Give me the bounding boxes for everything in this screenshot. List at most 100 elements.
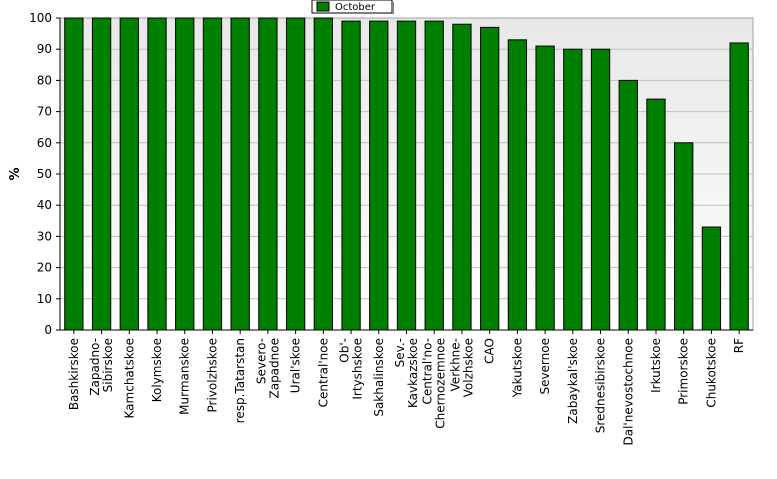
x-tick-label: Severnoe xyxy=(538,338,552,395)
x-tick-label-line: Srednesibirskoe xyxy=(594,338,608,433)
y-tick-label: 60 xyxy=(37,136,52,150)
bar xyxy=(230,17,250,331)
legend-label: October xyxy=(335,2,376,13)
y-tick-label: 70 xyxy=(37,105,52,119)
x-tick-label: Kolymskoe xyxy=(150,338,164,402)
x-tick-label: Ob'- Irtyshskoe xyxy=(338,338,365,400)
x-tick-label-line: Severnoe xyxy=(538,338,552,395)
x-tick-label-line: Ural'skoe xyxy=(289,338,303,393)
x-tick-label: Privolzhskoe xyxy=(205,338,219,412)
x-tick-label-line: resp.Tatarstan xyxy=(233,338,247,423)
y-tick-label: 40 xyxy=(37,198,52,212)
x-tick-label: Chukotskoe xyxy=(704,338,718,408)
bars xyxy=(64,17,749,331)
x-tick-label-line: Central'noe xyxy=(316,338,330,407)
bar xyxy=(590,48,611,331)
bar xyxy=(258,17,278,331)
y-tick-label: 10 xyxy=(37,292,52,306)
bar xyxy=(424,20,444,331)
x-tick-label-line: Sibirskoe xyxy=(101,338,115,392)
bar xyxy=(147,17,167,331)
x-tick-label-line: Sev.- xyxy=(393,338,407,367)
bar xyxy=(618,79,638,331)
y-tick-label: 0 xyxy=(44,323,52,337)
x-tick-label: Dal'nevostochnoe xyxy=(621,338,635,446)
legend: October xyxy=(311,0,394,14)
y-axis-ticks: 0 10 20 30 40 50 60 70 80 90 100 xyxy=(29,11,60,337)
bar xyxy=(175,17,195,331)
y-tick-label: 80 xyxy=(37,73,52,87)
x-tick-label-line: Zabaykal'skoe xyxy=(566,338,580,424)
bar xyxy=(119,17,139,331)
x-tick-label-line: Murmanskoe xyxy=(178,338,192,415)
bar xyxy=(646,98,666,331)
legend-swatch xyxy=(316,1,330,12)
x-tick-label: CAO xyxy=(483,338,497,364)
x-tick-label: Zabaykal'skoe xyxy=(566,338,580,424)
x-tick-label: Severo- Zapadnoe xyxy=(254,338,281,399)
x-tick-label-line: Bashkirskoe xyxy=(67,338,81,410)
x-tick-label: Central'no- Chernozemnoe xyxy=(421,338,448,429)
x-tick-label-line: Irkutskoe xyxy=(649,338,663,393)
x-tick-label: resp.Tatarstan xyxy=(233,338,247,423)
x-tick-label-line: Severo- xyxy=(254,338,268,384)
y-tick-label: 50 xyxy=(37,167,52,181)
bar xyxy=(202,17,223,331)
bar xyxy=(729,42,749,331)
y-tick-label: 90 xyxy=(37,42,52,56)
x-tick-label: Yakutskoe xyxy=(510,338,524,398)
bar xyxy=(91,17,112,331)
x-tick-label-line: Chernozemnoe xyxy=(434,338,448,429)
bar xyxy=(563,48,583,331)
x-tick-label-line: Primorskoe xyxy=(677,338,691,405)
bar xyxy=(701,226,722,331)
x-tick-label: Verkhne- Volzhskoe xyxy=(448,338,475,397)
x-tick-label-line: Kolymskoe xyxy=(150,338,164,402)
x-tick-label: Kamchatskoe xyxy=(122,338,136,418)
x-tick-label-line: Sakhalinskoe xyxy=(372,338,386,417)
x-tick-label: Primorskoe xyxy=(677,338,691,405)
bar xyxy=(674,142,694,331)
bar xyxy=(64,17,84,331)
x-tick-label-line: Volzhskoe xyxy=(461,338,475,397)
x-tick-label-line: Dal'nevostochnoe xyxy=(621,338,635,446)
bar xyxy=(341,20,361,331)
x-tick-label-line: CAO xyxy=(483,338,497,364)
x-tick-label-line: Ob'- xyxy=(338,338,352,363)
x-tick-label-line: RF xyxy=(732,338,746,353)
x-tick-label-line: Kavkazskoe xyxy=(406,338,420,408)
bar xyxy=(535,45,555,331)
x-tick-label: Srednesibirskoe xyxy=(594,338,608,433)
y-tick-label: 30 xyxy=(37,229,52,243)
x-tick-label-line: Verkhne- xyxy=(448,338,462,391)
bar xyxy=(507,39,528,331)
bar xyxy=(396,20,417,331)
x-tick-label-line: Privolzhskoe xyxy=(205,338,219,412)
bar xyxy=(452,23,472,331)
y-tick-label: 20 xyxy=(37,261,52,275)
x-tick-label-line: Chukotskoe xyxy=(704,338,718,408)
x-tick-label: Sev.- Kavkazskoe xyxy=(393,338,420,408)
x-tick-label-line: Zapadno- xyxy=(88,338,102,396)
x-tick-label: Central'noe xyxy=(316,338,330,407)
y-axis-label: % xyxy=(8,167,23,180)
bar xyxy=(313,17,333,331)
x-tick-label: Sakhalinskoe xyxy=(372,338,386,417)
x-tick-label: Ural'skoe xyxy=(289,338,303,393)
y-tick-label: 100 xyxy=(29,11,52,25)
x-tick-label: Murmanskoe xyxy=(178,338,192,415)
x-tick-label-line: Yakutskoe xyxy=(510,338,524,398)
x-tick-label-line: Central'no- xyxy=(421,338,435,405)
x-tick-label: RF xyxy=(732,338,746,353)
bar xyxy=(480,26,500,331)
x-tick-label-line: Kamchatskoe xyxy=(122,338,136,418)
x-axis-labels: Bashkirskoe Zapadno- Sibirskoe Kamchatskoe K… xyxy=(67,330,746,446)
bar xyxy=(285,17,306,331)
x-tick-label-line: Zapadnoe xyxy=(267,338,281,399)
bar xyxy=(369,20,389,331)
legend-shadow xyxy=(392,2,394,14)
x-tick-label: Bashkirskoe xyxy=(67,338,81,410)
x-tick-label: Zapadno- Sibirskoe xyxy=(88,338,115,396)
x-tick-label-line: Irtyshskoe xyxy=(351,338,365,400)
